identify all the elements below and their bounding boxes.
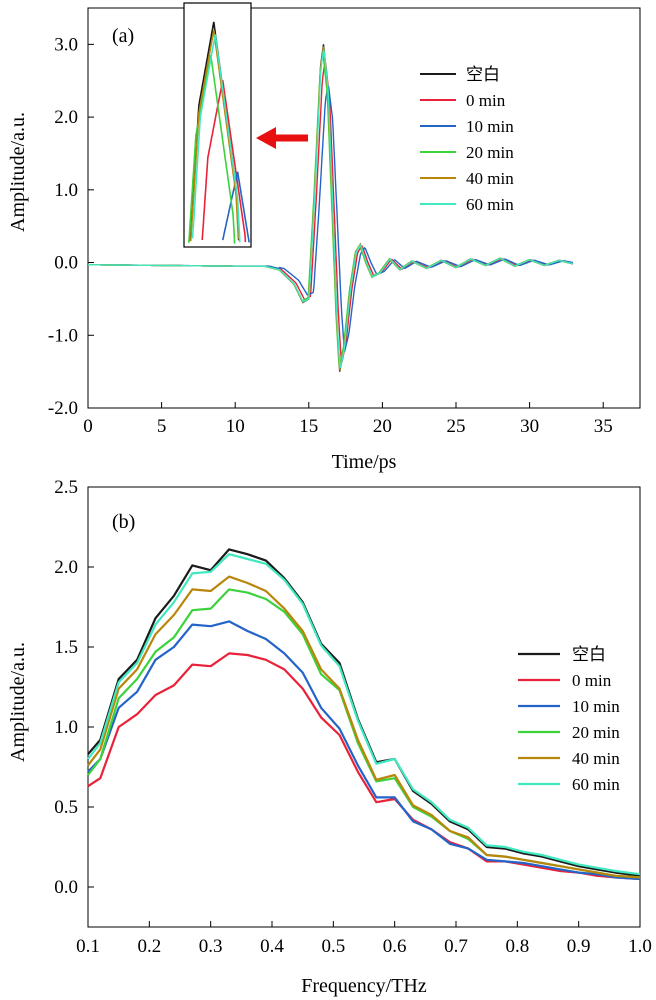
- panel-b-legend-label: 0 min: [572, 671, 612, 690]
- panel-b-legend-label: 10 min: [572, 697, 620, 716]
- panel-b-label: (b): [112, 511, 135, 533]
- panel-b-series-line: [87, 620, 641, 881]
- panel-a-legend: 空白 0 min 10 min 20 min 40 min 60 min: [420, 65, 514, 214]
- panel-b-legend: 空白 0 min 10 min 20 min 40 min 60 min: [518, 645, 620, 794]
- panel-a-y-tick-label: 3.0: [54, 34, 78, 55]
- panel-b-frame: [87, 486, 641, 928]
- panel-b-axes: 0.1 0.2 0.3 0.4 0.5 0.6 0.7 0.8 0.9 1.0 0.0 0.5 1.0 1…: [54, 477, 652, 957]
- panel-a-x-tick-label: 35: [594, 416, 613, 437]
- panel-a-legend-label: 20 min: [466, 143, 514, 162]
- panel-a-x-axis-title: Time/ps: [332, 451, 397, 473]
- panel-a-inset-line: [221, 171, 250, 243]
- panel-a-y-tick-label: 1.0: [54, 180, 78, 201]
- panel-a-x-tick-label: 25: [447, 416, 466, 437]
- panel-a-x-tick-label: 20: [373, 416, 392, 437]
- panel-b-x-tick-label: 1.0: [628, 936, 652, 957]
- red-arrow-icon: [256, 127, 308, 149]
- panel-b-x-tick-label: 0.1: [76, 936, 100, 957]
- panel-b-y-tick-label: 0.0: [54, 877, 78, 898]
- panel-a-axes: 0 5 10 15 20 25 30 35 -2.0 -1.0 0.0 1.0 2.0 3.0: [48, 34, 613, 437]
- panel-a-x-tick-label: 0: [83, 416, 93, 437]
- panel-a-x-tick-label: 15: [299, 416, 318, 437]
- panel-b-x-tick-label: 0.8: [505, 936, 529, 957]
- panel-b-x-tick-label: 0.2: [137, 936, 161, 957]
- panel-b-x-axis-title: Frequency/THz: [301, 975, 427, 997]
- panel-b-series-line: [87, 575, 641, 879]
- panel-b-series-line: [87, 652, 641, 881]
- panel-b-x-tick-label: 0.5: [321, 936, 345, 957]
- panel-a-label: (a): [112, 25, 134, 47]
- panel-a-frame: [87, 7, 641, 409]
- panel-a-series-line: [88, 49, 574, 369]
- panel-b-x-tick-label: 0.6: [383, 936, 407, 957]
- panel-b-x-tick-label: 0.9: [567, 936, 591, 957]
- panel-a-y-tick-label: -1.0: [48, 325, 78, 346]
- panel-a-legend-label: 0 min: [466, 91, 506, 110]
- panel-a: (a) Time/ps Amplitude/a.u. 0 5 10 15 20 25 30 3…: [7, 2, 641, 473]
- panel-a-legend-label: 60 min: [466, 195, 514, 214]
- panel-b-legend-label: 60 min: [572, 775, 620, 794]
- panel-b-x-tick-label: 0.7: [444, 936, 468, 957]
- panel-b-x-tick-label: 0.4: [260, 936, 284, 957]
- panel-a-y-tick-label: -2.0: [48, 398, 78, 419]
- panel-a-legend-label: 空白: [466, 65, 500, 84]
- panel-b-legend-label: 40 min: [572, 749, 620, 768]
- panel-b-legend-label: 空白: [572, 645, 606, 664]
- panel-b-y-tick-label: 2.0: [54, 557, 78, 578]
- panel-a-legend-label: 40 min: [466, 169, 514, 188]
- panel-a-x-tick-label: 30: [520, 416, 539, 437]
- panel-b-y-tick-label: 1.5: [54, 637, 78, 658]
- panel-b: (b) Frequency/THz Amplitude/a.u. 0.1 0.2 0…: [7, 477, 652, 997]
- panel-a-y-tick-label: 0.0: [54, 253, 78, 274]
- panel-a-x-tick-label: 10: [226, 416, 245, 437]
- panel-b-series-lines: [87, 548, 641, 881]
- panel-a-inset-line: [191, 34, 241, 243]
- panel-a-series-lines: [88, 44, 574, 372]
- panel-b-y-tick-label: 0.5: [54, 797, 78, 818]
- panel-a-y-axis-title: Amplitude/a.u.: [7, 112, 29, 232]
- panel-a-inset-lines: [188, 21, 250, 244]
- panel-b-x-tick-label: 0.3: [199, 936, 223, 957]
- panel-a-inset-line: [188, 55, 236, 244]
- panel-b-series-line: [87, 548, 641, 877]
- panel-b-y-tick-label: 1.0: [54, 717, 78, 738]
- panel-b-series-line: [87, 553, 641, 876]
- panel-a-y-tick-label: 2.0: [54, 107, 78, 128]
- panel-a-legend-label: 10 min: [466, 117, 514, 136]
- panel-a-inset-line: [201, 80, 247, 243]
- panel-a-x-tick-label: 5: [157, 416, 167, 437]
- panel-b-legend-label: 20 min: [572, 723, 620, 742]
- panel-b-y-tick-label: 2.5: [54, 477, 78, 498]
- panel-b-y-axis-title: Amplitude/a.u.: [7, 642, 29, 762]
